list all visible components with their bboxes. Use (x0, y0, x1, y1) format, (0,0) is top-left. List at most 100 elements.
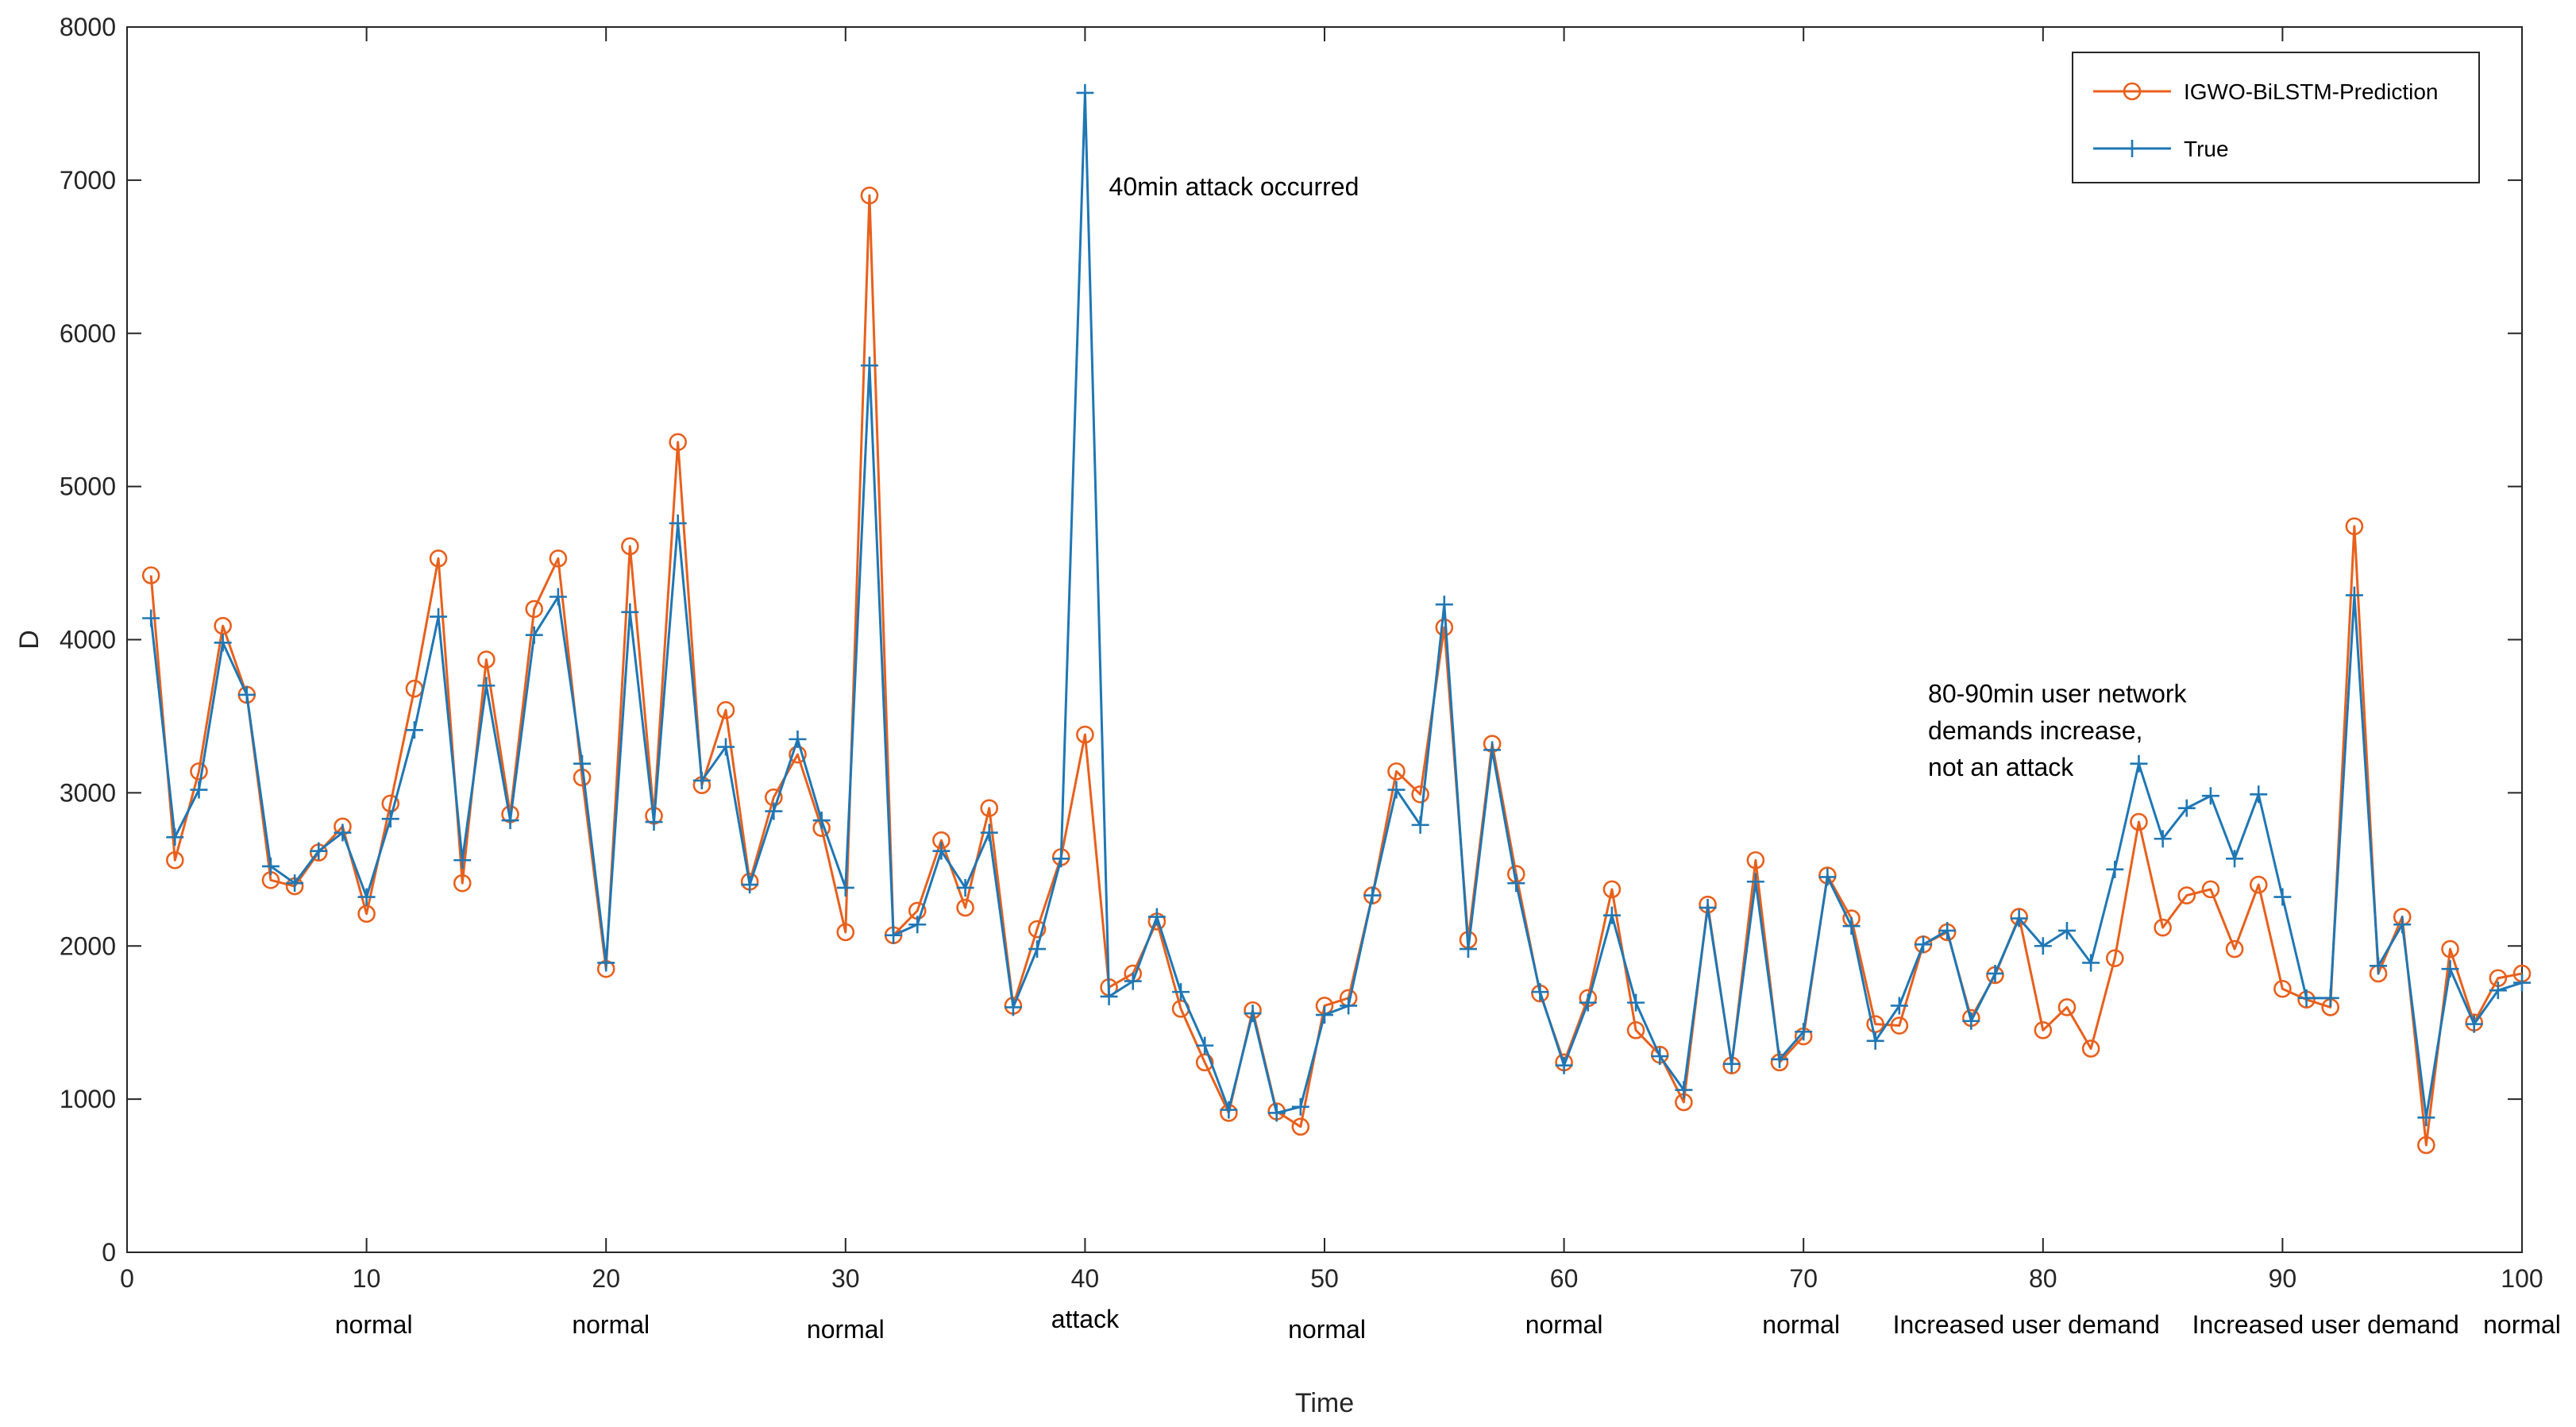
annotation: not an attack (1928, 753, 2074, 781)
x-tick-label: 100 (2501, 1264, 2543, 1293)
true-point (1531, 983, 1549, 1001)
x-tick-label: 40 (1071, 1264, 1100, 1293)
true-point (1651, 1047, 1669, 1066)
x-tick-label: 90 (2269, 1264, 2297, 1293)
legend-box (2072, 52, 2480, 183)
y-tick-label: 0 (102, 1238, 116, 1267)
y-tick-label: 7000 (60, 166, 116, 195)
prediction-point (1890, 1016, 1909, 1035)
true-point (1507, 874, 1525, 893)
true-point (1890, 997, 1908, 1015)
y-tick-label: 3000 (60, 778, 116, 807)
true-point (1004, 998, 1022, 1016)
y-tick-label: 1000 (60, 1085, 116, 1113)
true-point (1771, 1050, 1789, 1068)
true-point (1052, 850, 1070, 868)
annotation-layer: 40min attack occurred 80-90min user netwo… (1109, 172, 2188, 781)
prediction-point (2345, 517, 2364, 536)
true-point (2130, 754, 2148, 773)
true-point (310, 842, 328, 860)
true-point (430, 607, 448, 626)
true-point (2345, 586, 2363, 604)
true-point (214, 634, 232, 652)
segment-label: attack (1051, 1305, 1120, 1333)
prediction-point (141, 566, 160, 584)
prediction-point (2177, 886, 2196, 904)
true-point (190, 781, 208, 799)
true-point (1722, 1055, 1741, 1073)
x-tick-label: 60 (1550, 1264, 1579, 1293)
x-tick-label: 70 (1789, 1264, 1818, 1293)
true-point (2321, 989, 2339, 1007)
true-point (2082, 954, 2100, 972)
segment-label: normal (2483, 1310, 2561, 1339)
plot-area (126, 26, 2523, 1253)
true-point (549, 588, 567, 606)
true-point (1915, 935, 1932, 954)
true-point (1579, 993, 1597, 1012)
true-point (357, 888, 376, 906)
x-tick-label: 50 (1310, 1264, 1339, 1293)
true-point (1459, 940, 1477, 958)
true-point (1842, 917, 1861, 935)
true-point (2393, 916, 2412, 934)
prediction-point (2130, 812, 2148, 831)
prediction-point (2105, 949, 2124, 967)
segment-labels: normal normal normal attack normal normal norm… (335, 1305, 2561, 1344)
true-point (405, 721, 423, 739)
segment-label: normal (572, 1310, 650, 1339)
segment-label: normal (335, 1310, 413, 1339)
true-point (2273, 888, 2292, 906)
true-point (2417, 1109, 2435, 1127)
true-point (334, 823, 352, 842)
x-tick-label: 10 (353, 1264, 381, 1293)
true-point (2034, 937, 2052, 955)
true-point (1244, 1005, 1262, 1023)
true-point (860, 357, 878, 375)
prediction-point (1602, 880, 1622, 899)
prediction-point (549, 549, 568, 568)
prediction-point (621, 537, 639, 556)
y-axis-title: D (14, 630, 44, 650)
y-tick-label: 4000 (60, 626, 116, 654)
true-point (741, 876, 759, 894)
true-point (2297, 989, 2316, 1007)
true-point (597, 954, 615, 972)
true-point (1962, 1012, 1980, 1030)
true-point (1147, 908, 1166, 926)
true-point (573, 754, 592, 773)
true-point (2441, 960, 2459, 978)
prediction-point (2057, 998, 2077, 1016)
true-point (1291, 1097, 1309, 1116)
prediction-point (2081, 1039, 2100, 1058)
prediction-point (1076, 725, 1094, 744)
legend-prediction-marker (2123, 82, 2142, 101)
prediction-point (2417, 1136, 2435, 1155)
legend-true-marker (2123, 140, 2141, 157)
prediction-point (2249, 875, 2268, 894)
true-point (956, 878, 974, 897)
true-point (1172, 983, 1190, 1001)
true-point (908, 916, 927, 934)
true-point (765, 802, 783, 820)
prediction-point (2441, 939, 2459, 958)
prediction-point (1291, 1117, 1310, 1136)
true-point (645, 813, 663, 831)
true-point (1196, 1036, 1214, 1055)
x-tick-label: 80 (2029, 1264, 2057, 1293)
true-point (1938, 921, 1957, 939)
prediction-point (453, 874, 472, 893)
annotation: demands increase, (1928, 716, 2142, 745)
segment-label: Increased user demand (2192, 1310, 2459, 1339)
true-point (2250, 785, 2268, 804)
true-point (1316, 1006, 1333, 1024)
prediction-point (1195, 1053, 1214, 1072)
true-point (166, 828, 184, 847)
x-tick-label: 0 (120, 1264, 134, 1293)
true-point (2177, 799, 2196, 817)
segment-label: Increased user demand (1893, 1310, 2160, 1339)
true-point (1746, 873, 1764, 891)
segment-label: normal (1288, 1315, 1366, 1344)
true-point (1220, 1101, 1238, 1119)
